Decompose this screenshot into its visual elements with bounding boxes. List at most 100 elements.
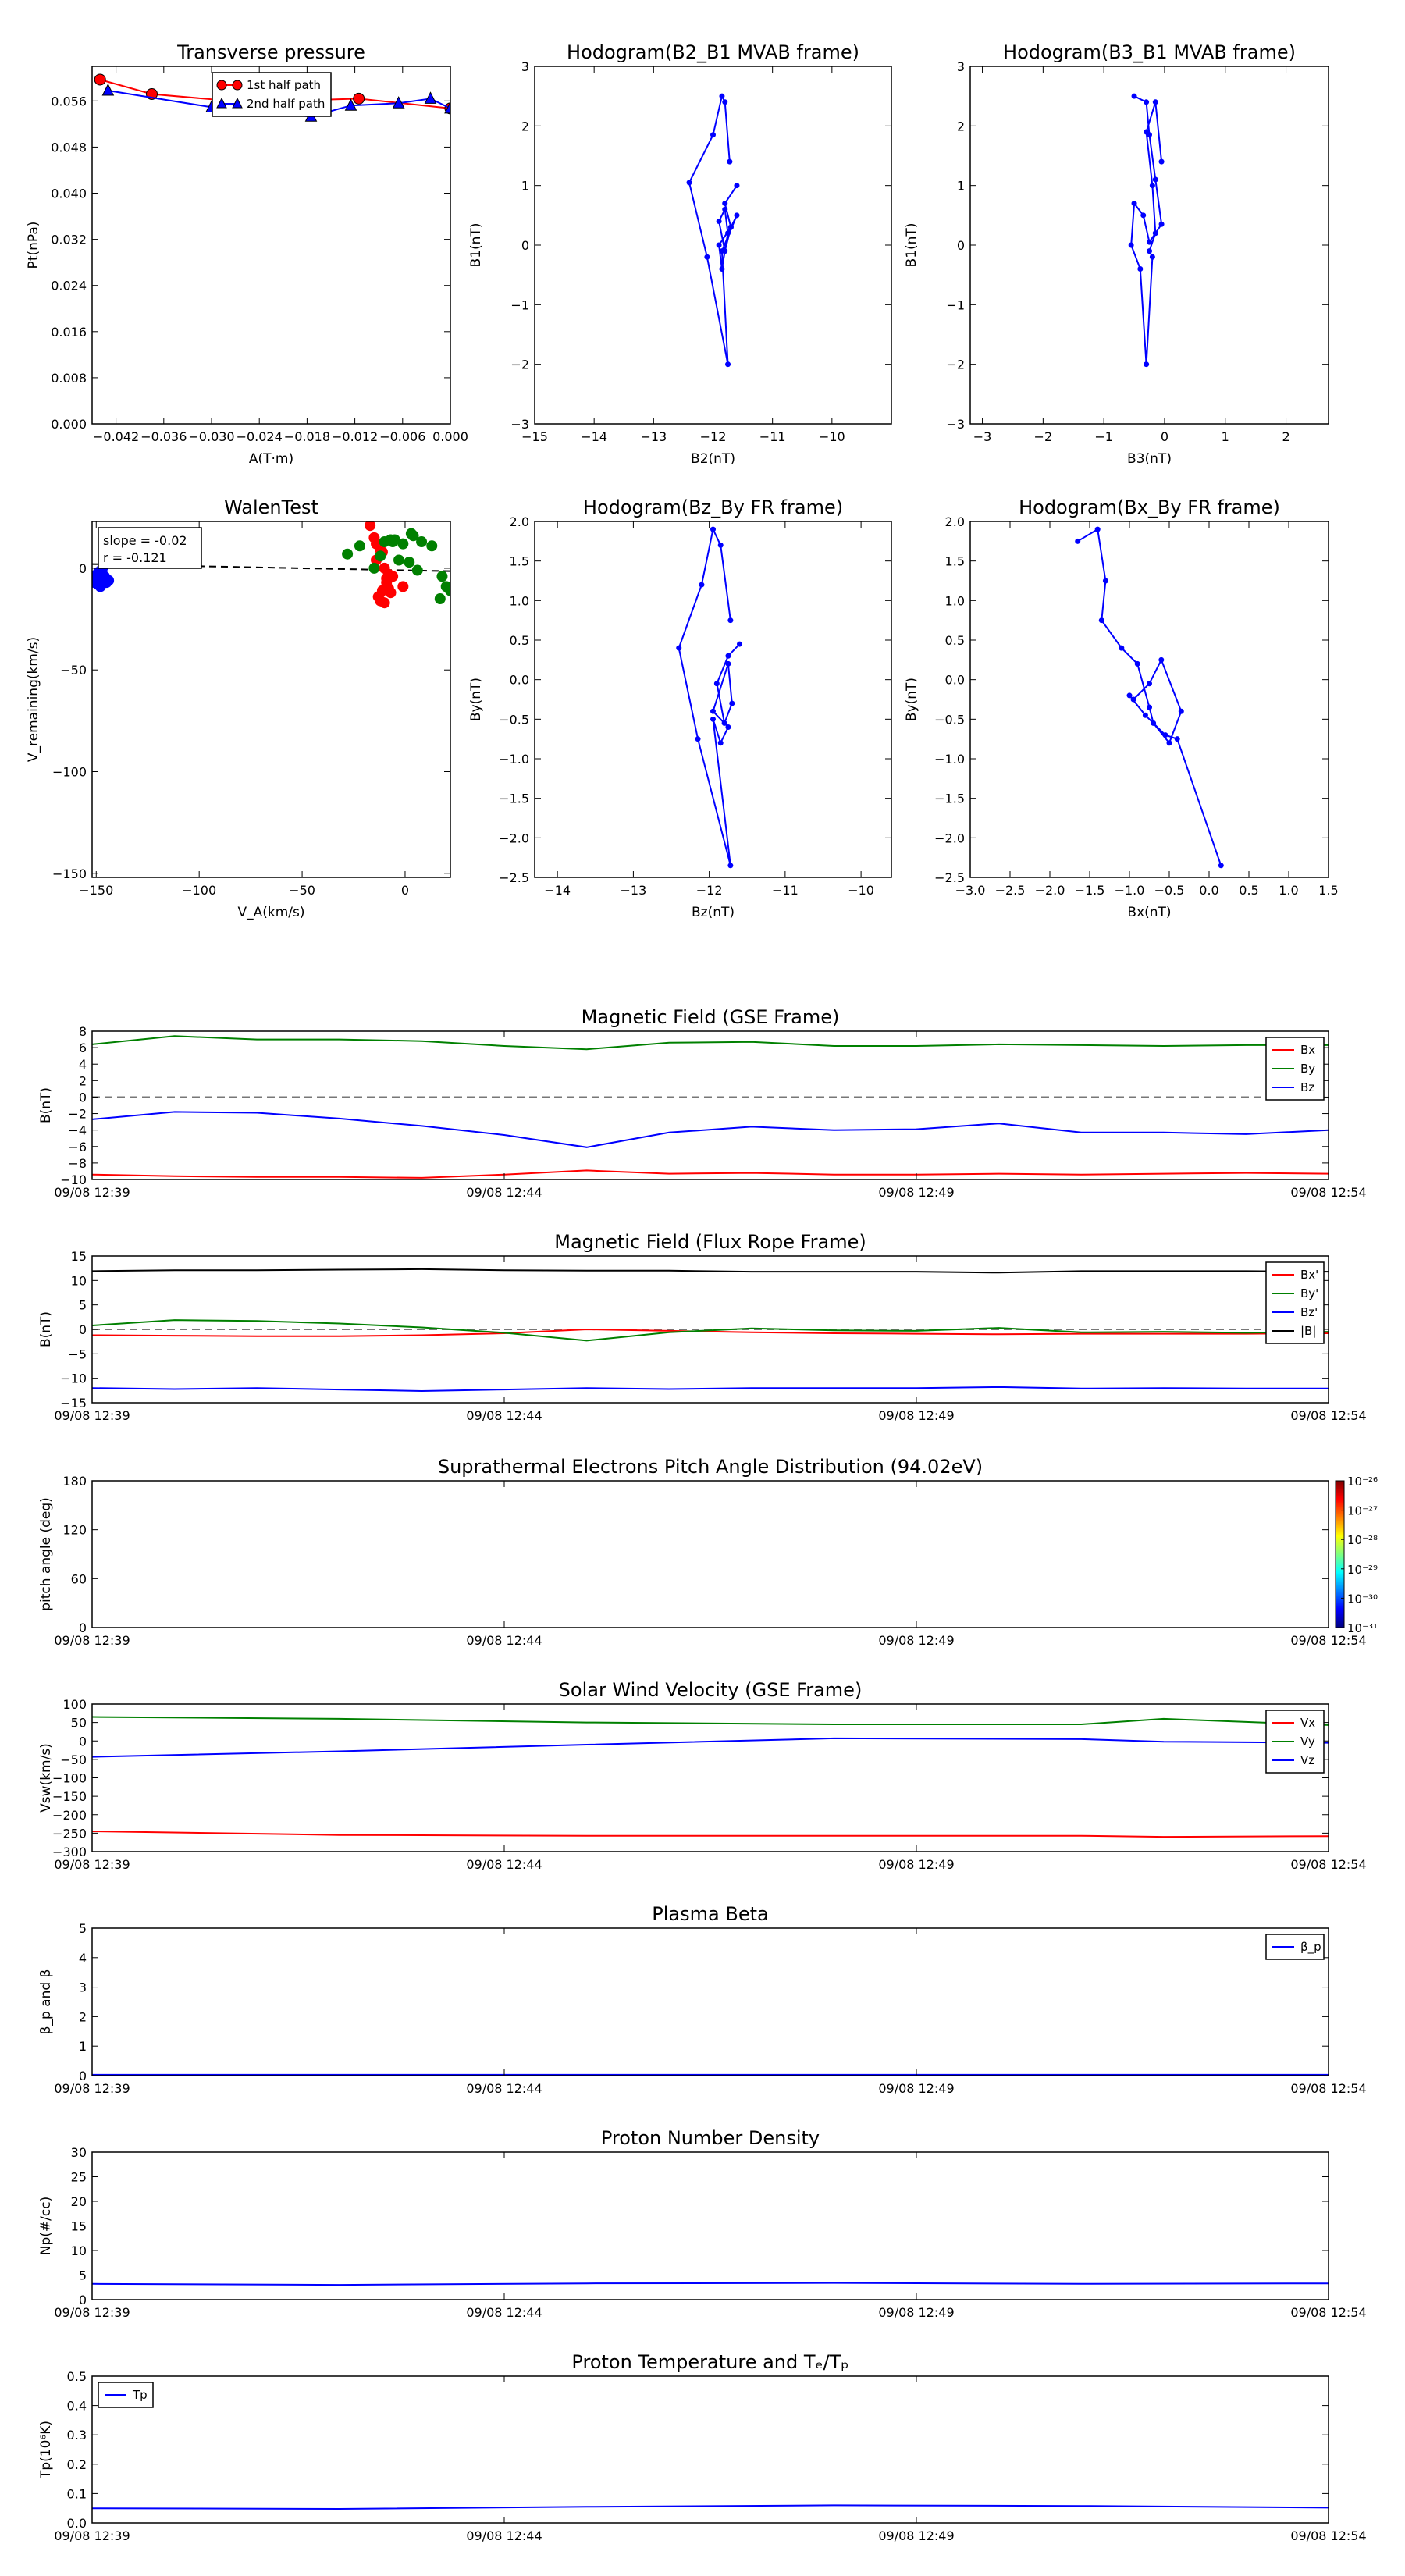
x-axis-label: B3(nT) [1127,451,1172,467]
y-tick-label: −2 [946,358,965,372]
x-tick-label: 09/08 12:54 [1290,1857,1366,1872]
y-tick-label: 15 [71,1249,87,1264]
y-tick-label: 2 [79,1073,87,1088]
x-tick-label: −13 [621,883,647,898]
data-point [392,96,405,109]
scatter-point [407,530,419,542]
y-tick-label: −15 [60,1396,87,1411]
x-tick-label: −13 [640,429,667,444]
chart-tp: Transverse pressure−0.042 −0.036 −0.030 −0.… [26,41,468,467]
data-point [686,180,692,186]
chart-title: Magnetic Field (GSE Frame) [582,1006,840,1028]
x-tick-label: −12 [696,883,723,898]
y-tick-label: 0 [521,238,529,253]
scatter-point [393,554,405,566]
colorbar-tick-label: 10⁻²⁶ [1347,1475,1378,1489]
x-tick-label: −3.0 [955,883,986,898]
x-tick-label: −11 [759,429,786,444]
x-tick-label: 09/08 12:49 [878,2305,954,2320]
y-tick-label: −2.0 [499,831,529,845]
x-tick-label: 09/08 12:54 [1290,1185,1366,1200]
y-tick-label: 1 [79,2039,87,2054]
y-tick-label: 0.5 [67,2369,87,2384]
x-tick-label: 09/08 12:49 [878,1185,954,1200]
data-point [734,183,740,189]
x-tick-label: −15 [521,429,548,444]
y-tick-label: 2 [957,119,965,133]
data-point [1128,242,1134,248]
legend-label: Tp [132,2388,148,2402]
plot-area [92,2376,1329,2523]
x-tick-label: −10 [819,429,845,444]
data-point [727,158,733,165]
data-point [710,708,716,714]
x-tick-label: 09/08 12:44 [466,1185,542,1200]
chart-np: Proton Number Density 09/08 12:39 09/08 12… [38,2127,1367,2320]
x-tick-label: 09/08 12:39 [54,1185,130,1200]
data-point [725,724,731,730]
data-point [717,740,724,746]
series-line-Vy [92,1716,1329,1726]
x-tick-label: 09/08 12:44 [466,2305,542,2320]
data-point [725,653,731,659]
x-tick-label: 2 [1282,429,1289,444]
x-tick-label: 09/08 12:54 [1290,1408,1366,1423]
x-tick-label: 09/08 12:39 [54,2081,130,2096]
y-tick-label: −1.0 [499,752,529,767]
annotation-text: slope = -0.02 [103,533,187,548]
data-point [1140,212,1147,219]
chart-vsw: Solar Wind Velocity (GSE Frame) 09/08 12:… [38,1679,1367,1872]
data-point [710,132,716,138]
y-tick-label: −0.5 [499,712,529,727]
legend-label: β_p [1300,1940,1321,1955]
x-tick-label: −50 [289,883,315,898]
plot-area [92,1704,1329,1852]
y-tick-label: −10 [60,1372,87,1386]
chart-pad: Suprathermal Electrons Pitch Angle Distr… [38,1456,1378,1648]
plot-area [92,1928,1329,2076]
series-line-0 [1130,95,1163,365]
y-tick-label: 60 [71,1571,87,1586]
y-tick-label: 10 [71,2243,87,2258]
colorbar-tick-label: 10⁻³⁰ [1347,1592,1378,1606]
y-axis-label: By(nT) [904,678,919,721]
chart-h1: Hodogram(B2_B1 MVAB frame)−15 −14 −13 −12 −1… [468,41,892,467]
y-tick-label: 0.4 [67,2399,87,2414]
data-point [719,248,725,254]
y-tick-label: −8 [68,1156,87,1171]
x-tick-label: −1.0 [1115,883,1145,898]
y-tick-label: 0.056 [51,94,87,109]
y-tick-label: −50 [60,1752,87,1767]
chart-title: Hodogram(B3_B1 MVAB frame) [1003,41,1296,63]
plot-area [92,66,450,424]
x-tick-label: 09/08 12:49 [878,2081,954,2096]
chart-bfr: Magnetic Field (Flux Rope Frame) 09/08 12… [38,1231,1367,1423]
plot-area [535,66,891,424]
legend-label: Bx' [1300,1268,1318,1282]
legend-label: 2nd half path [247,97,325,111]
x-tick-label: 09/08 12:49 [878,2528,954,2543]
scatter-point [368,562,380,574]
scatter-point [404,557,415,568]
data-point [344,98,357,111]
data-point [1149,183,1155,189]
y-axis-label: B(nT) [38,1311,54,1347]
data-point [734,212,740,219]
data-point [725,230,731,237]
y-tick-label: −3 [946,417,965,432]
y-tick-label: 1.5 [510,554,529,569]
y-axis-label: Vsw(km/s) [38,1743,54,1813]
y-tick-label: 0 [79,2293,87,2307]
data-point [710,716,716,722]
chart-title: Proton Temperature and Tₑ/Tₚ [571,2351,848,2373]
y-tick-label: −3 [510,417,529,432]
data-point [1158,656,1165,663]
plot-area [92,2152,1329,2300]
data-point [727,863,734,869]
y-tick-label: 0.032 [51,233,87,247]
y-tick-label: 0 [79,1090,87,1105]
y-axis-label: V_remaining(km/s) [26,637,41,762]
y-tick-label: −0.5 [934,712,965,727]
y-tick-label: 2.0 [945,514,965,529]
